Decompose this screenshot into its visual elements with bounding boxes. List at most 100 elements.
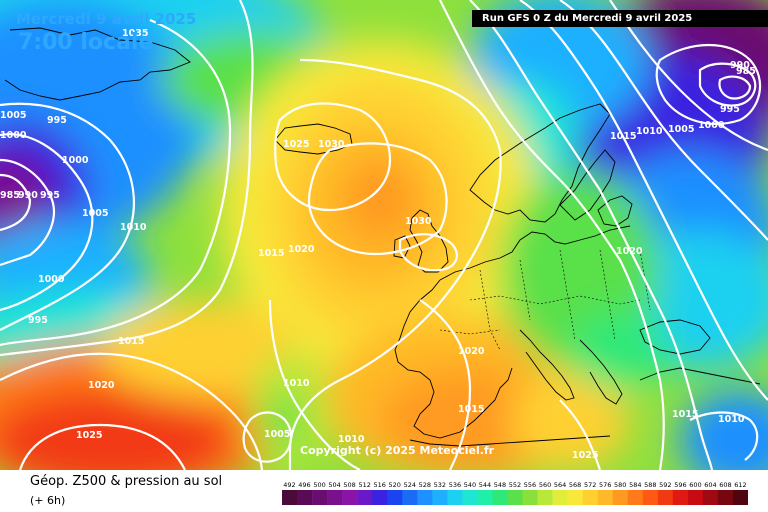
scale-tick-label: 552: [509, 481, 521, 489]
weather-map: 1005 1000 995 1000 985 990 995 1005 1010…: [0, 0, 768, 470]
scale-swatch: [387, 490, 403, 505]
scale-tick-label: 504: [328, 481, 340, 489]
scale-swatch: [312, 490, 328, 505]
scale-swatch: [612, 490, 628, 505]
scale-tick-label: 512: [358, 481, 370, 489]
svg-text:1030: 1030: [318, 139, 345, 150]
scale-swatch: [432, 490, 448, 505]
svg-text:1000: 1000: [0, 130, 27, 141]
scale-swatch: [477, 490, 493, 505]
scale-tick-label: 580: [614, 481, 626, 489]
svg-text:995: 995: [28, 315, 48, 326]
svg-text:1005: 1005: [264, 429, 290, 440]
scale-tick-label: 528: [419, 481, 431, 489]
scale-tick-label: 576: [599, 481, 611, 489]
svg-text:985: 985: [736, 66, 756, 77]
legend-title: Géop. Z500 & pression au sol: [30, 474, 223, 489]
scale-tick-label: 536: [449, 481, 461, 489]
scale-swatch: [402, 490, 418, 505]
svg-text:1015: 1015: [610, 131, 636, 142]
scale-tick-label: 492: [283, 481, 295, 489]
scale-swatch: [567, 490, 583, 505]
svg-text:1020: 1020: [458, 346, 485, 357]
scale-swatch: [327, 490, 343, 505]
scale-tick-label: 572: [584, 481, 596, 489]
scale-swatch: [582, 490, 598, 505]
svg-text:1015: 1015: [258, 248, 284, 259]
scale-tick-label: 564: [554, 481, 566, 489]
scale-swatch: [657, 490, 674, 505]
scale-tick-label: 568: [569, 481, 581, 489]
run-info: Run GFS 0 Z du Mercredi 9 avril 2025: [472, 10, 768, 27]
scale-tick-label: 592: [659, 481, 671, 489]
scale-swatch: [522, 490, 538, 505]
svg-text:995: 995: [40, 190, 60, 201]
svg-text:1025: 1025: [572, 450, 598, 461]
svg-text:995: 995: [47, 115, 67, 126]
svg-text:1010: 1010: [718, 414, 745, 425]
svg-text:1015: 1015: [118, 336, 144, 347]
date-title: Mercredi 9 avril 2025: [16, 10, 197, 28]
scale-swatch: [672, 490, 689, 505]
svg-text:1010: 1010: [283, 378, 310, 389]
svg-text:1035: 1035: [122, 28, 148, 39]
svg-text:1010: 1010: [636, 126, 663, 137]
scale-tick-label: 532: [434, 481, 446, 489]
scale-tick-label: 508: [343, 481, 355, 489]
scale-swatch: [507, 490, 523, 505]
svg-text:1005: 1005: [0, 110, 26, 121]
svg-text:1005: 1005: [82, 208, 108, 219]
scale-tick-label: 548: [494, 481, 506, 489]
scale-tick-label: 516: [373, 481, 385, 489]
scale-tick-label: 600: [689, 481, 701, 489]
local-time: 7:00 locale: [18, 30, 154, 55]
scale-tick-label: 496: [298, 481, 310, 489]
svg-text:1000: 1000: [698, 120, 725, 131]
svg-text:1020: 1020: [616, 246, 643, 257]
scale-swatch: [342, 490, 358, 505]
svg-text:1020: 1020: [288, 244, 315, 255]
scale-swatch: [552, 490, 568, 505]
scale-tick-label: 612: [734, 481, 746, 489]
svg-text:1025: 1025: [283, 139, 309, 150]
scale-swatch: [642, 490, 659, 505]
svg-text:1015: 1015: [458, 404, 484, 415]
svg-text:985: 985: [0, 190, 20, 201]
scale-tick-label: 556: [524, 481, 536, 489]
scale-swatch: [702, 490, 719, 505]
scale-tick-label: 524: [404, 481, 416, 489]
scale-swatch: [282, 490, 298, 505]
svg-text:1030: 1030: [405, 216, 432, 227]
svg-text:990: 990: [18, 190, 38, 201]
scale-swatch: [462, 490, 478, 505]
svg-text:1010: 1010: [120, 222, 147, 233]
scale-tick-label: 544: [479, 481, 491, 489]
scale-tick-label: 520: [388, 481, 400, 489]
svg-text:1010: 1010: [338, 434, 365, 445]
scale-tick-label: 560: [539, 481, 551, 489]
scale-tick-label: 588: [644, 481, 656, 489]
scale-swatch: [537, 490, 553, 505]
scale-swatch: [492, 490, 508, 505]
scale-swatch: [597, 490, 613, 505]
scale-swatch: [297, 490, 313, 505]
svg-text:1015: 1015: [672, 409, 698, 420]
scale-tick-label: 584: [629, 481, 641, 489]
scale-swatch: [733, 490, 748, 505]
scale-tick-label: 604: [704, 481, 716, 489]
svg-text:1005: 1005: [668, 124, 694, 135]
scale-swatch: [417, 490, 433, 505]
svg-text:1000: 1000: [38, 274, 65, 285]
scale-swatch: [687, 490, 704, 505]
scale-swatch: [717, 490, 734, 505]
scale-tick-label: 500: [313, 481, 325, 489]
svg-text:1000: 1000: [62, 155, 89, 166]
scale-tick-label: 540: [464, 481, 476, 489]
svg-text:995: 995: [720, 104, 740, 115]
svg-text:1025: 1025: [76, 430, 102, 441]
legend-subtitle: (+ 6h): [30, 494, 66, 507]
copyright-notice: Copyright (c) 2025 Meteociel.fr: [300, 444, 495, 457]
svg-text:1020: 1020: [88, 380, 115, 391]
scale-tick-label: 596: [674, 481, 686, 489]
svg-text:990: 990: [730, 60, 750, 71]
